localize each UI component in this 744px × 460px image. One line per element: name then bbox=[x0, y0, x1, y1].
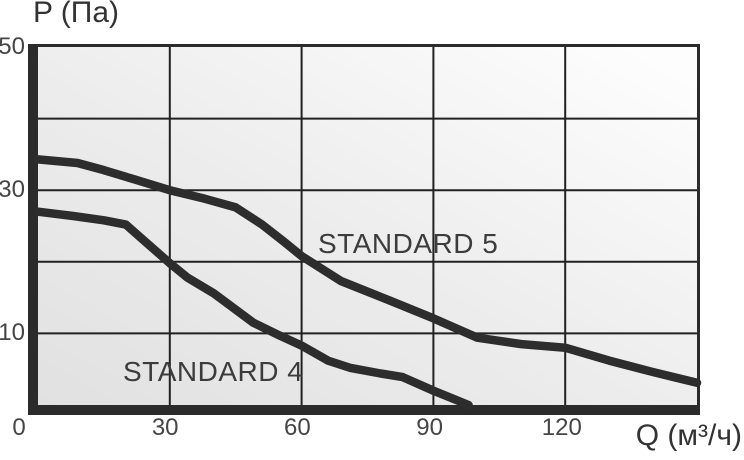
x-tick-label: 60 bbox=[284, 414, 311, 441]
x-tick-label: 30 bbox=[151, 414, 179, 441]
plot-canvas bbox=[33, 47, 702, 410]
x-tick-label: 90 bbox=[416, 414, 443, 441]
y-tick-label: 30 bbox=[0, 176, 25, 204]
curve-standard-5 bbox=[33, 155, 702, 388]
y-tick-label: 50 bbox=[0, 33, 25, 60]
y-axis-title: P (Па) bbox=[33, 0, 120, 29]
plot-area bbox=[28, 44, 702, 415]
curve-label-standard-4: STANDARD 4 bbox=[123, 356, 304, 387]
x-tick-label: 0 bbox=[12, 414, 26, 441]
curve-standard-4 bbox=[33, 207, 473, 410]
x-tick-label: 120 bbox=[541, 414, 582, 441]
curve-label-standard-5: STANDARD 5 bbox=[318, 228, 499, 259]
x-axis-title: Q (м³/ч) bbox=[635, 419, 742, 452]
y-tick-label: 10 bbox=[0, 319, 25, 347]
